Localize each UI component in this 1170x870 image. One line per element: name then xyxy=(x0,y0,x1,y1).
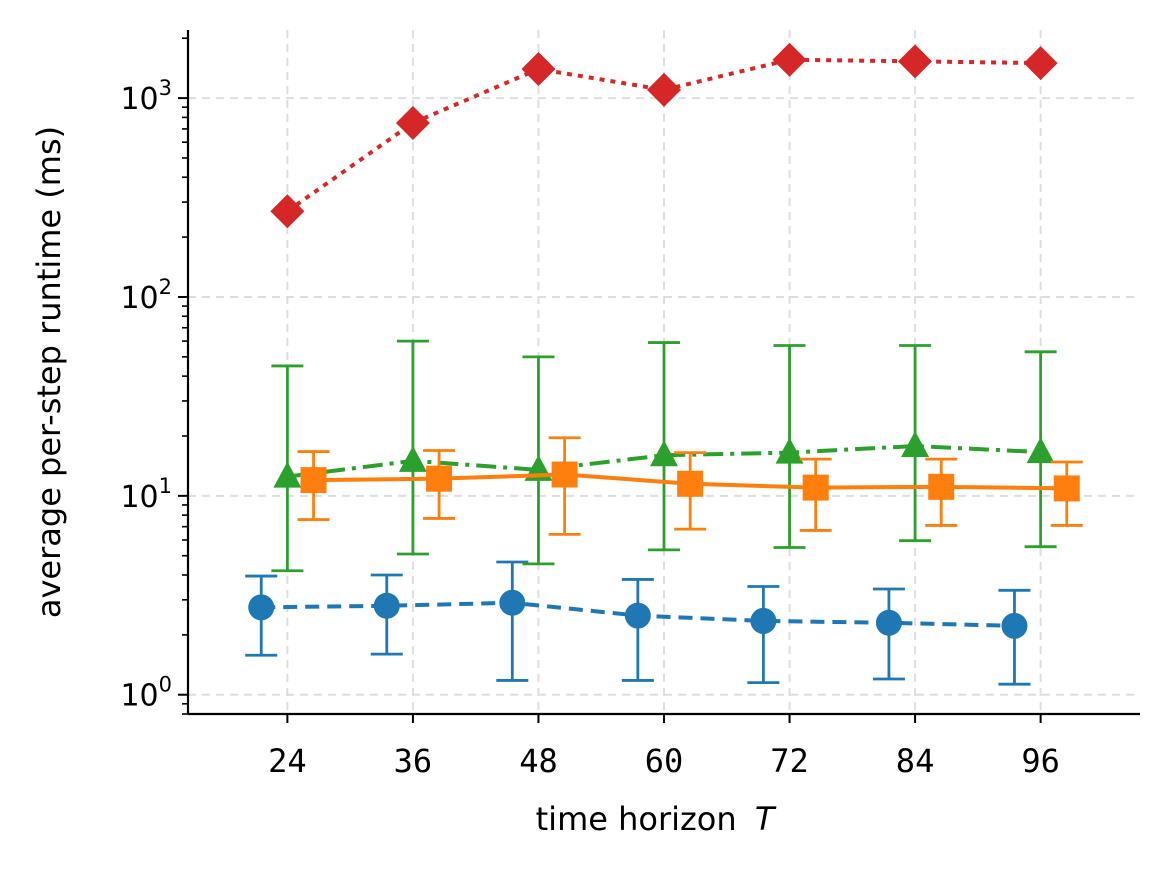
data-point xyxy=(750,607,777,634)
series-green xyxy=(271,339,1057,573)
data-point xyxy=(802,474,829,501)
data-point xyxy=(677,470,704,497)
data-point xyxy=(875,609,902,636)
data-point xyxy=(901,431,930,458)
series-orange xyxy=(297,436,1083,536)
data-point xyxy=(395,105,430,140)
x-axis-label: time horizon T xyxy=(536,800,777,838)
data-point xyxy=(928,473,955,500)
error-bar xyxy=(621,578,654,682)
data-point xyxy=(398,445,427,472)
data-point xyxy=(373,592,400,619)
y-tick-label: 102 xyxy=(120,275,172,316)
y-tick-label-exponent: 3 xyxy=(159,76,172,100)
y-tick-label-base: 10 xyxy=(120,480,158,515)
data-point xyxy=(248,594,275,621)
data-point xyxy=(426,465,453,492)
y-tick-label-exponent: 2 xyxy=(159,275,172,299)
error-bar xyxy=(747,585,780,685)
data-point xyxy=(624,602,651,629)
series-blue xyxy=(245,560,1031,686)
data-point xyxy=(775,437,804,464)
y-tick-label: 101 xyxy=(120,474,172,515)
x-tick-label: 72 xyxy=(770,742,809,780)
data-point xyxy=(300,467,327,494)
data-point xyxy=(499,589,526,616)
x-tick-label: 60 xyxy=(645,742,684,780)
series-layer xyxy=(245,42,1083,686)
data-point xyxy=(270,194,305,229)
y-axis-label: average per-step runtime (ms) xyxy=(30,126,68,618)
data-point xyxy=(772,42,807,77)
y-tick-label-exponent: 0 xyxy=(159,673,172,697)
series-red xyxy=(270,42,1058,229)
data-point xyxy=(1026,437,1055,464)
data-point xyxy=(1053,475,1080,502)
y-tick-label-base: 10 xyxy=(120,281,158,316)
data-point xyxy=(551,461,578,488)
data-point xyxy=(273,461,302,488)
x-tick-label: 84 xyxy=(896,742,935,780)
x-tick-label: 24 xyxy=(268,742,307,780)
data-point xyxy=(650,440,678,467)
y-tick-label: 100 xyxy=(120,673,172,714)
data-point xyxy=(1001,612,1028,639)
data-point xyxy=(898,44,933,79)
x-tick-label: 48 xyxy=(519,742,558,780)
data-point xyxy=(521,52,556,87)
y-tick-label-exponent: 1 xyxy=(159,474,172,498)
x-tick-label: 36 xyxy=(394,742,433,780)
x-axis-label-text: time horizon xyxy=(536,800,737,838)
y-tick-label-base: 10 xyxy=(120,82,158,117)
x-axis-label-variable: T xyxy=(755,800,777,838)
data-point xyxy=(647,72,681,107)
y-tick-label: 103 xyxy=(120,76,172,117)
data-point xyxy=(1023,46,1058,81)
y-tick-label-base: 10 xyxy=(120,679,158,714)
error-bar xyxy=(496,560,529,682)
x-tick-label: 96 xyxy=(1021,742,1060,780)
